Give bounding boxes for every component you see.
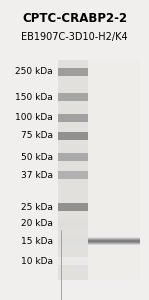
Bar (58, 153, 88, 161)
Text: 250 kDa: 250 kDa (15, 68, 53, 76)
Text: 75 kDa: 75 kDa (21, 131, 53, 140)
Text: 37 kDa: 37 kDa (21, 170, 53, 179)
Bar (58, 237, 88, 245)
Bar (88, 236, 140, 237)
Text: 100 kDa: 100 kDa (15, 113, 53, 122)
Text: 15 kDa: 15 kDa (21, 236, 53, 245)
Bar (88, 240, 140, 241)
Bar (88, 60, 140, 280)
Bar (88, 244, 140, 245)
Bar (88, 242, 140, 243)
Text: 10 kDa: 10 kDa (21, 256, 53, 266)
Bar (58, 171, 88, 179)
Text: CPTC-CRABP2-2: CPTC-CRABP2-2 (22, 12, 127, 25)
Bar (58, 93, 88, 101)
Bar (88, 238, 140, 239)
Bar (58, 203, 88, 211)
Text: 25 kDa: 25 kDa (21, 202, 53, 211)
Bar (88, 237, 140, 238)
Bar (58, 60, 88, 280)
Bar (88, 241, 140, 242)
Bar (58, 220, 88, 228)
Bar (58, 114, 88, 122)
Text: EB1907C-3D10-H2/K4: EB1907C-3D10-H2/K4 (21, 32, 128, 42)
Text: 50 kDa: 50 kDa (21, 152, 53, 161)
Bar (58, 237, 88, 245)
Bar (58, 132, 88, 140)
Bar (58, 257, 88, 265)
Bar (58, 68, 88, 76)
Text: 150 kDa: 150 kDa (15, 92, 53, 101)
Bar (88, 243, 140, 244)
Text: 20 kDa: 20 kDa (21, 220, 53, 229)
Bar (88, 245, 140, 246)
Bar (88, 239, 140, 240)
